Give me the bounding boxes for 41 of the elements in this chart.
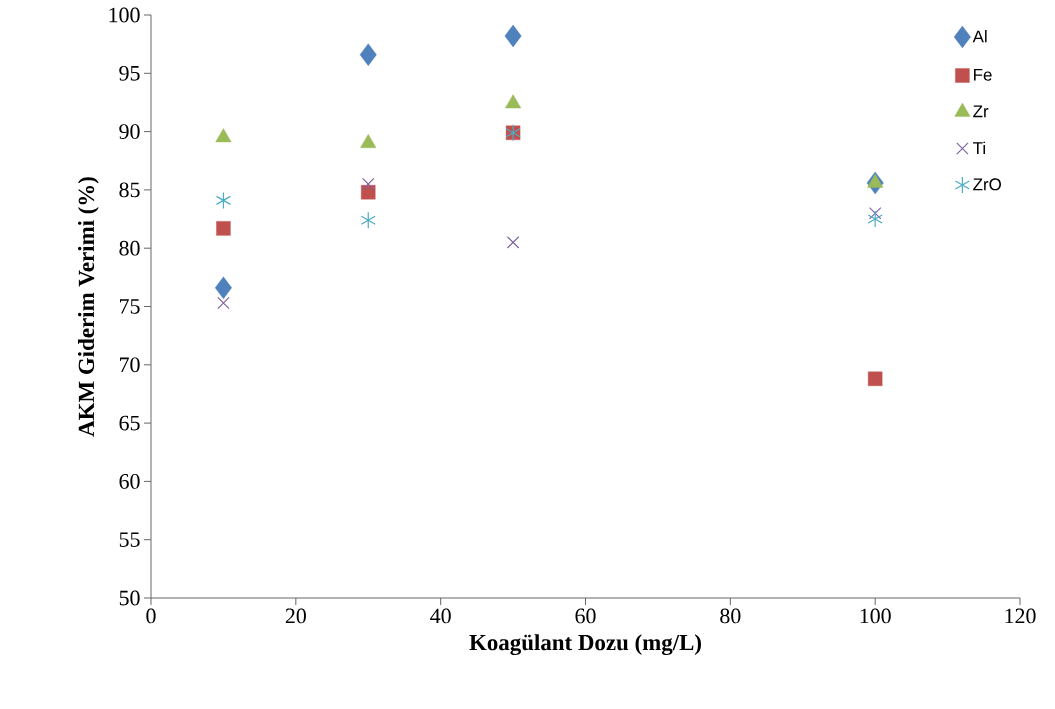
point: [361, 185, 376, 200]
point: [867, 371, 883, 386]
point: [216, 221, 231, 236]
x-tick-label: 40: [430, 608, 451, 624]
y-tick-label: 50: [119, 590, 140, 606]
point: [362, 177, 375, 191]
y-tick-label: 100: [109, 7, 140, 23]
point: [214, 276, 232, 300]
y-tick-label: 65: [119, 415, 140, 431]
y-tick-label: 90: [119, 124, 140, 139]
legend-label: ZrO: [973, 178, 1001, 191]
point: [360, 211, 376, 229]
legend-label: Fe: [974, 68, 992, 81]
legend-label: Al: [972, 30, 987, 43]
x-tick-label: 60: [575, 608, 596, 624]
x-tick-label: 80: [720, 608, 741, 624]
point: [505, 94, 522, 109]
point: [868, 206, 882, 220]
point: [215, 191, 231, 209]
y-tick-label: 85: [119, 182, 140, 198]
legend-label: Ti: [973, 141, 985, 154]
y-tick-label: 80: [119, 240, 140, 256]
point: [215, 128, 232, 143]
point: [504, 24, 522, 48]
x-tick-label: 120: [1005, 608, 1036, 624]
point: [359, 43, 377, 66]
point: [360, 134, 377, 148]
point: [506, 236, 520, 249]
point: [217, 296, 230, 310]
x-axis-title: Koagülant Dozu (mg/L): [469, 634, 701, 656]
point: [867, 210, 883, 228]
y-tick-label: 60: [119, 474, 140, 489]
y-tick-label: 55: [119, 532, 140, 547]
x-tick-label: 0: [146, 608, 156, 624]
x-tick-label: 100: [860, 608, 891, 624]
y-tick-label: 70: [120, 357, 140, 373]
y-axis-title: AKM Giderim Verimi (%): [77, 177, 99, 437]
x-tick-label: 20: [285, 608, 306, 624]
legend-label: Zr: [973, 105, 989, 118]
y-tick-label: 75: [120, 299, 140, 314]
y-tick-label: 95: [119, 65, 140, 81]
